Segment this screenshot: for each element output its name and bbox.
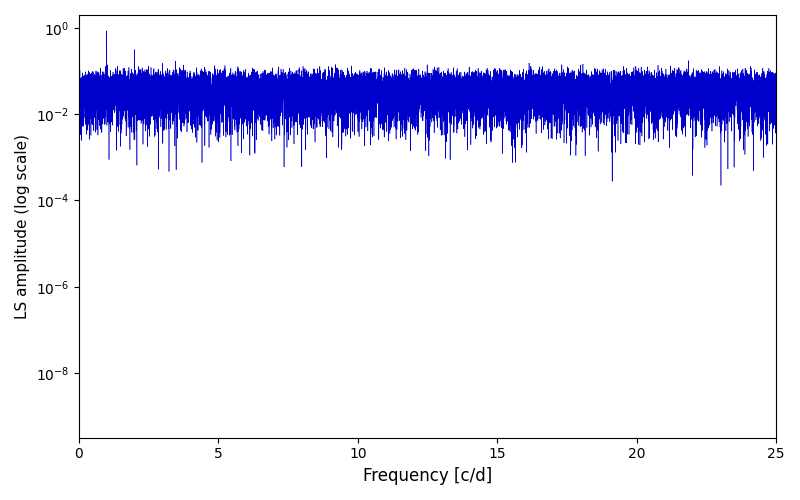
X-axis label: Frequency [c/d]: Frequency [c/d] <box>363 467 492 485</box>
Y-axis label: LS amplitude (log scale): LS amplitude (log scale) <box>15 134 30 319</box>
